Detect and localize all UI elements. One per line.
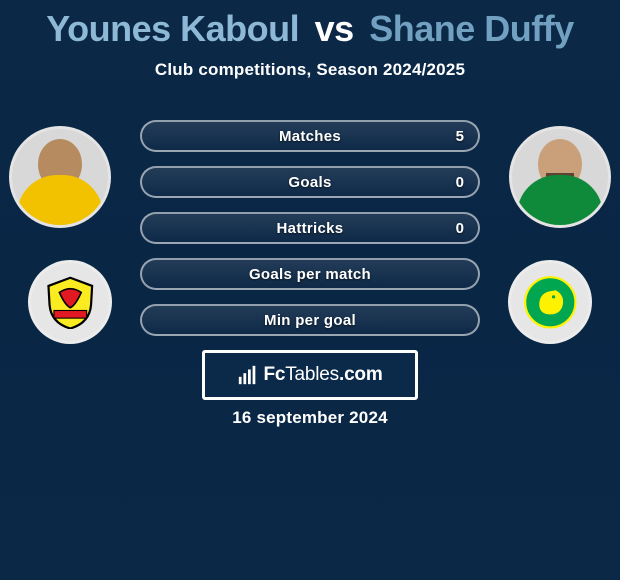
stat-label: Goals per match <box>249 266 371 283</box>
vs-label: vs <box>315 8 354 49</box>
norwich-crest-icon <box>523 275 578 330</box>
club1-crest <box>28 260 112 344</box>
player2-avatar <box>509 126 611 228</box>
stat-bar: Hattricks 0 <box>140 212 480 244</box>
brand-fc: Fc <box>263 364 285 385</box>
stat-value: 0 <box>456 174 464 191</box>
stat-label: Min per goal <box>264 312 356 329</box>
stat-label: Goals <box>288 174 331 191</box>
stat-bar: Goals per match <box>140 258 480 290</box>
avatar-body <box>517 175 603 228</box>
player2-name: Shane Duffy <box>369 8 574 49</box>
stat-label: Hattricks <box>277 220 344 237</box>
stat-label: Matches <box>279 128 341 145</box>
stat-value: 0 <box>456 220 464 237</box>
avatar-body <box>17 175 103 228</box>
date-label: 16 september 2024 <box>0 408 620 428</box>
stat-bar: Matches 5 <box>140 120 480 152</box>
brand-tables: Tables <box>285 364 339 385</box>
brand-suffix: .com <box>339 364 383 385</box>
branding-box: FcTables.com <box>202 350 418 400</box>
club2-crest <box>508 260 592 344</box>
comparison-title: Younes Kaboul vs Shane Duffy <box>0 0 620 50</box>
stat-bar: Min per goal <box>140 304 480 336</box>
watford-crest-icon <box>43 275 98 330</box>
player1-avatar <box>9 126 111 228</box>
player1-name: Younes Kaboul <box>46 8 299 49</box>
brand-text: FcTables.com <box>263 364 382 386</box>
chart-icon <box>237 364 259 386</box>
subtitle: Club competitions, Season 2024/2025 <box>0 60 620 80</box>
stat-bars: Matches 5 Goals 0 Hattricks 0 Goals per … <box>140 120 480 336</box>
stat-bar: Goals 0 <box>140 166 480 198</box>
stat-value: 5 <box>456 128 464 145</box>
